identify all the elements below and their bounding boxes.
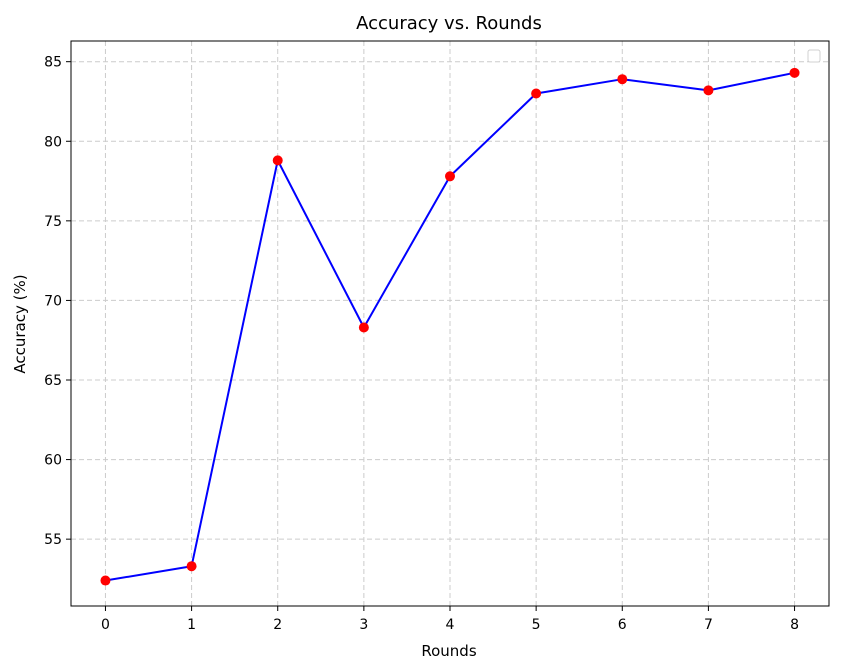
y-tick-label: 80 [44, 134, 62, 150]
y-axis-ticks: 55 60 65 70 75 80 85 [44, 55, 71, 548]
y-tick-label: 75 [44, 214, 62, 230]
x-tick-label: 6 [618, 617, 627, 633]
data-point [100, 575, 111, 586]
data-point [789, 67, 800, 78]
y-tick-label: 70 [44, 293, 62, 309]
x-tick-label: 0 [101, 617, 110, 633]
data-point [703, 85, 714, 96]
y-tick-label: 65 [44, 373, 62, 389]
legend [807, 49, 821, 63]
x-axis-title: Rounds [421, 642, 476, 660]
y-tick-label: 85 [44, 55, 62, 71]
x-tick-label: 3 [359, 617, 368, 633]
data-point [272, 155, 283, 166]
x-tick-label: 8 [790, 617, 799, 633]
y-tick-label: 55 [44, 532, 62, 548]
legend-box [807, 49, 821, 63]
y-tick-label: 60 [44, 453, 62, 469]
data-point [358, 322, 369, 333]
x-tick-label: 4 [446, 617, 455, 633]
data-point [617, 74, 628, 85]
data-point [445, 171, 455, 182]
data-point [531, 88, 542, 99]
x-tick-label: 5 [532, 617, 541, 633]
x-axis-ticks: 0 1 2 3 4 5 6 7 8 [101, 606, 799, 633]
data-point [186, 561, 197, 572]
series-layer [100, 67, 800, 586]
x-tick-label: 1 [187, 617, 196, 633]
y-axis-title: Accuracy (%) [11, 274, 29, 373]
grid [71, 41, 829, 606]
chart-title: Accuracy vs. Rounds [356, 13, 542, 34]
x-tick-label: 2 [273, 617, 282, 633]
x-tick-label: 7 [704, 617, 713, 633]
